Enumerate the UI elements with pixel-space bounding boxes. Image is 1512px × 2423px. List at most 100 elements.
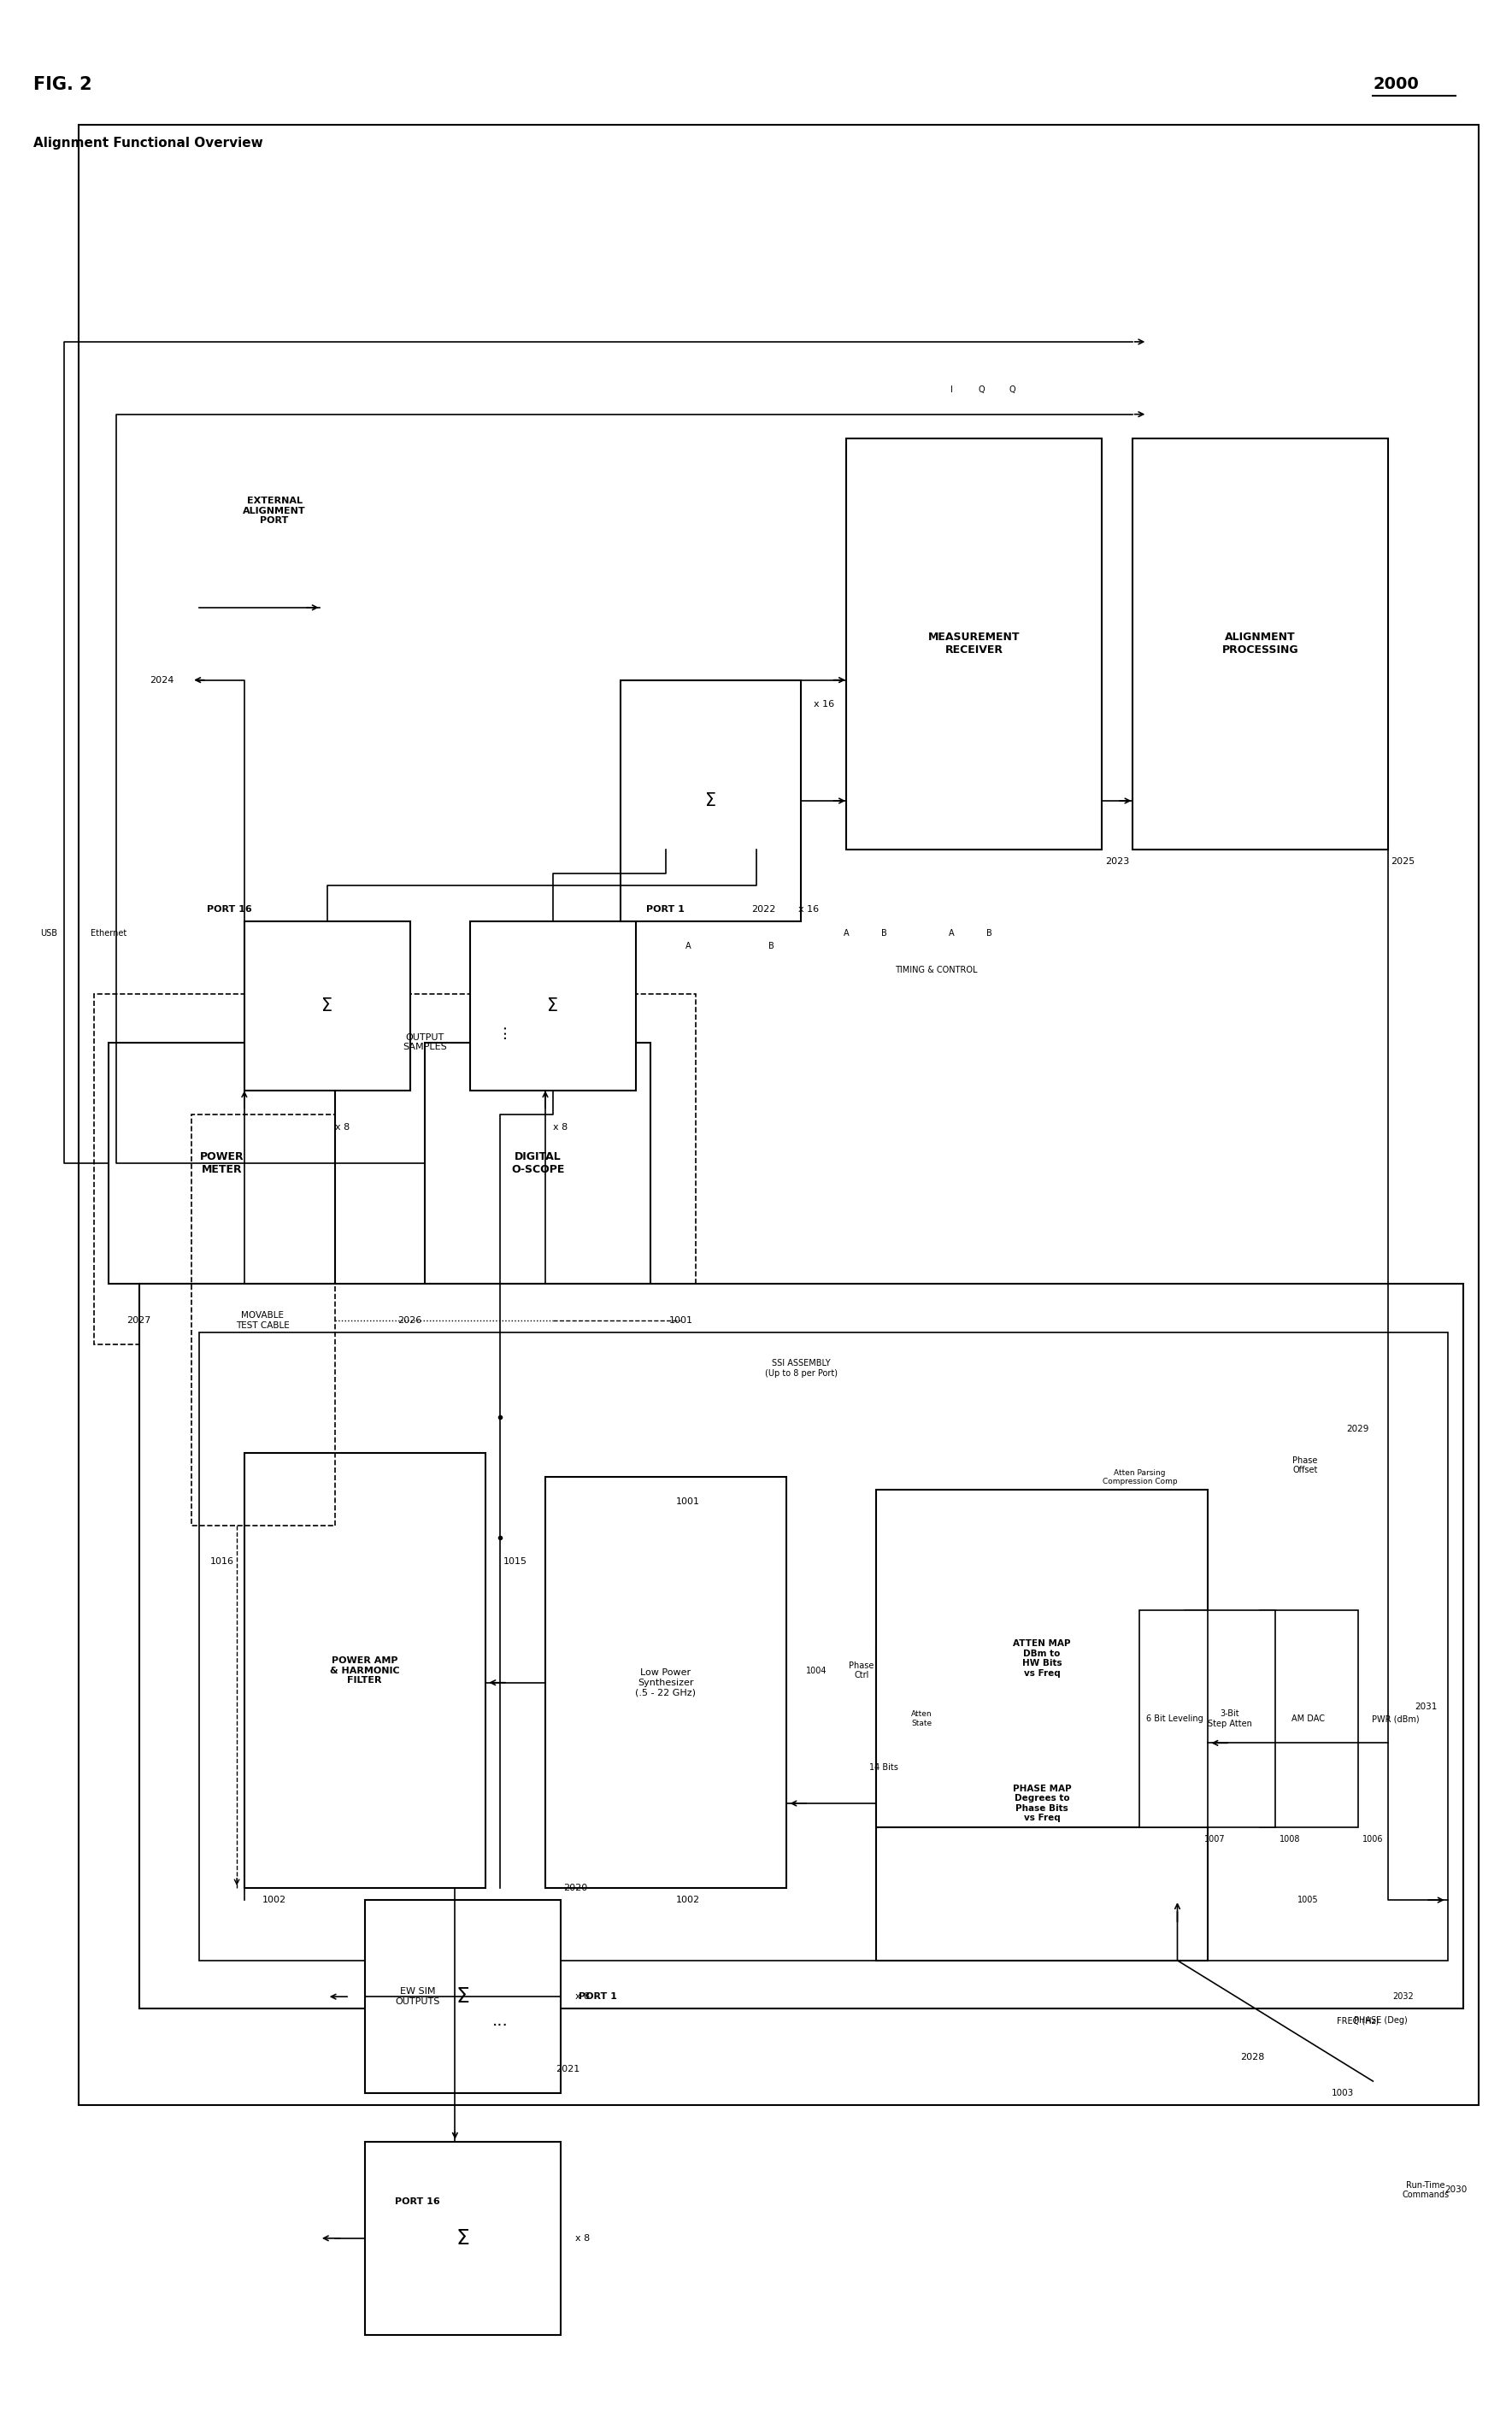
Text: 2027: 2027: [127, 1316, 151, 1325]
Text: Low Power
Synthesizer
(.5 - 22 GHz): Low Power Synthesizer (.5 - 22 GHz): [635, 1669, 696, 1696]
Text: Σ: Σ: [455, 1987, 469, 2006]
Text: 2000: 2000: [1373, 75, 1418, 92]
Text: PORT 16: PORT 16: [395, 2198, 440, 2207]
Text: Alignment Functional Overview: Alignment Functional Overview: [33, 136, 263, 150]
Text: x 8: x 8: [553, 1122, 567, 1132]
Text: 1004: 1004: [806, 1667, 827, 1674]
Text: PORT 16: PORT 16: [207, 906, 253, 913]
Text: PORT 1: PORT 1: [579, 1992, 617, 2001]
Bar: [109, 1042, 334, 1284]
Bar: [1259, 1611, 1358, 1827]
Bar: [245, 921, 410, 1090]
Text: EW SIM
OUTPUTS: EW SIM OUTPUTS: [395, 1987, 440, 2006]
Bar: [364, 1900, 561, 2093]
Text: 2029: 2029: [1347, 1425, 1370, 1432]
Text: x 8: x 8: [576, 1992, 590, 2001]
Text: Σ: Σ: [455, 2229, 469, 2249]
Text: x 16: x 16: [798, 906, 820, 913]
Text: A: A: [685, 943, 691, 950]
Text: POWER AMP
& HARMONIC
FILTER: POWER AMP & HARMONIC FILTER: [330, 1657, 399, 1684]
Text: Phase
Offset: Phase Offset: [1293, 1456, 1318, 1476]
Bar: [620, 681, 801, 921]
Bar: [245, 1454, 485, 1888]
Text: SSI ASSEMBLY
(Up to 8 per Port): SSI ASSEMBLY (Up to 8 per Port): [765, 1359, 838, 1379]
Text: 14 Bits: 14 Bits: [869, 1764, 898, 1771]
Bar: [94, 993, 696, 1345]
Text: PHASE MAP
Degrees to
Phase Bits
vs Freq: PHASE MAP Degrees to Phase Bits vs Freq: [1013, 1783, 1072, 1822]
Bar: [546, 1478, 786, 1888]
Text: FREQ (Hz): FREQ (Hz): [1337, 2016, 1379, 2026]
Text: B: B: [986, 930, 992, 938]
Text: ATTEN MAP
DBm to
HW Bits
vs Freq: ATTEN MAP DBm to HW Bits vs Freq: [1013, 1640, 1070, 1677]
Text: Run-Time
Commands: Run-Time Commands: [1402, 2181, 1448, 2200]
Text: Atten
State: Atten State: [912, 1711, 931, 1728]
Text: A: A: [950, 930, 954, 938]
Text: OUTPUT
SAMPLES: OUTPUT SAMPLES: [402, 1032, 448, 1052]
Text: MEASUREMENT
RECEIVER: MEASUREMENT RECEIVER: [928, 632, 1021, 657]
Text: 1015: 1015: [503, 1558, 528, 1565]
Text: Atten Parsing
Compression Comp: Atten Parsing Compression Comp: [1102, 1468, 1178, 1485]
Text: 1002: 1002: [263, 1895, 286, 1904]
Bar: [1140, 1611, 1208, 1827]
Text: 2021: 2021: [556, 2064, 581, 2074]
Text: POWER
METER: POWER METER: [200, 1151, 243, 1175]
Text: MOVABLE
TEST CABLE: MOVABLE TEST CABLE: [236, 1311, 289, 1330]
Text: USB: USB: [41, 930, 57, 938]
Text: ...: ...: [491, 1023, 508, 1039]
Text: 2020: 2020: [564, 1883, 588, 1892]
Text: 2022: 2022: [751, 906, 776, 913]
Text: 1002: 1002: [676, 1895, 700, 1904]
Bar: [1132, 439, 1388, 848]
Text: ...: ...: [493, 2014, 508, 2028]
Text: x 8: x 8: [334, 1122, 349, 1132]
Text: 2031: 2031: [1414, 1703, 1436, 1711]
Bar: [79, 124, 1479, 2106]
Bar: [877, 1490, 1208, 1827]
Bar: [425, 1042, 650, 1284]
Text: 2025: 2025: [1391, 858, 1415, 865]
Text: I: I: [951, 385, 953, 395]
Text: Σ: Σ: [322, 998, 333, 1015]
Bar: [470, 921, 635, 1090]
Text: 1001: 1001: [676, 1497, 700, 1505]
Text: 6 Bit Leveling: 6 Bit Leveling: [1146, 1715, 1204, 1723]
Text: 1006: 1006: [1362, 1834, 1383, 1844]
Text: Q: Q: [1009, 385, 1015, 395]
Text: 1008: 1008: [1279, 1834, 1300, 1844]
Text: DIGITAL
O-SCOPE: DIGITAL O-SCOPE: [511, 1151, 564, 1175]
Bar: [1185, 1611, 1275, 1827]
Text: 1003: 1003: [1332, 2089, 1355, 2098]
Text: 2030: 2030: [1444, 2186, 1467, 2195]
Text: EXTERNAL
ALIGNMENT
PORT: EXTERNAL ALIGNMENT PORT: [243, 497, 305, 526]
Text: 2028: 2028: [1240, 2052, 1264, 2062]
Text: PORT 1: PORT 1: [647, 906, 685, 913]
Text: 2024: 2024: [150, 676, 174, 683]
Bar: [200, 1333, 1448, 1960]
Text: 2032: 2032: [1393, 1992, 1414, 2001]
Text: B: B: [881, 930, 888, 938]
Text: 1016: 1016: [210, 1558, 234, 1565]
Bar: [364, 2142, 561, 2336]
Text: 2023: 2023: [1105, 858, 1129, 865]
Text: TIMING & CONTROL: TIMING & CONTROL: [895, 967, 978, 974]
Text: Q: Q: [978, 385, 984, 395]
Text: AM DAC: AM DAC: [1291, 1715, 1325, 1723]
Text: x 8: x 8: [576, 2234, 590, 2244]
Text: 1005: 1005: [1297, 1895, 1318, 1904]
Text: Σ: Σ: [547, 998, 558, 1015]
Text: Σ: Σ: [705, 792, 717, 809]
Text: Phase
Ctrl: Phase Ctrl: [848, 1662, 874, 1679]
Text: B: B: [768, 943, 774, 950]
Text: PHASE (Deg): PHASE (Deg): [1353, 2016, 1408, 2026]
Text: PWR (dBm): PWR (dBm): [1371, 1715, 1420, 1723]
Text: Ethernet: Ethernet: [91, 930, 127, 938]
Text: 1007: 1007: [1205, 1834, 1226, 1844]
Text: x 16: x 16: [813, 700, 835, 708]
Bar: [139, 1284, 1464, 2009]
Bar: [192, 1115, 334, 1526]
Text: 2026: 2026: [398, 1316, 422, 1325]
Bar: [847, 439, 1102, 848]
Text: 3-Bit
Step Atten: 3-Bit Step Atten: [1208, 1711, 1252, 1728]
Text: A: A: [844, 930, 850, 938]
Text: FIG. 2: FIG. 2: [33, 75, 92, 92]
